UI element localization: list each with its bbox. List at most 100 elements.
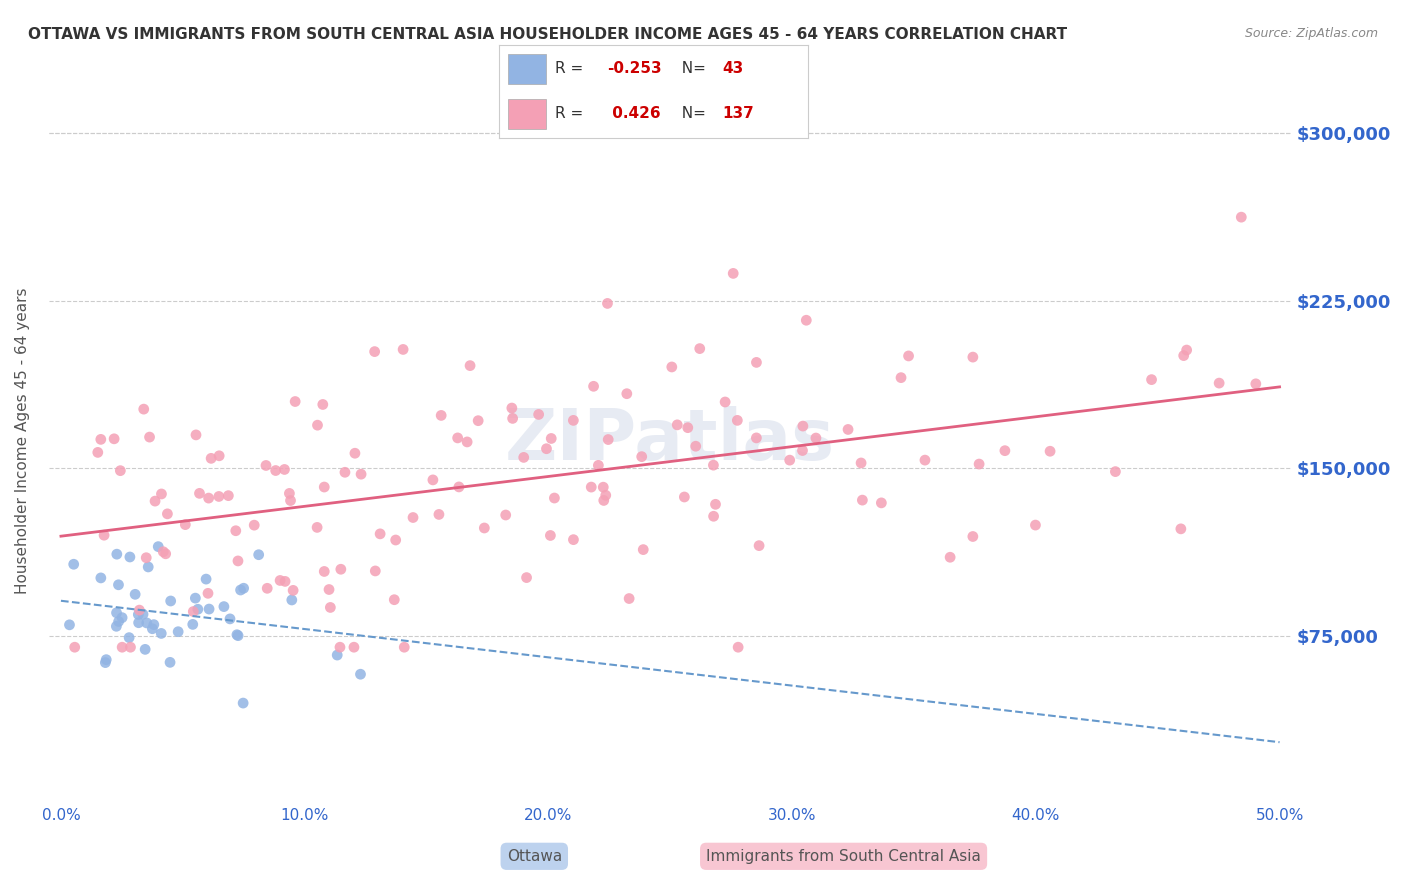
Point: [527, 408, 550, 422]
Point: [264, 463, 287, 477]
Point: [118, 631, 141, 645]
Point: [136, 560, 159, 574]
Point: [1140, 373, 1163, 387]
Point: [467, 414, 489, 428]
Text: N=: N=: [672, 62, 711, 77]
Point: [93, 528, 115, 542]
Point: [1039, 444, 1062, 458]
Point: [150, 626, 173, 640]
Point: [243, 518, 266, 533]
Point: [247, 548, 270, 562]
Point: [562, 533, 585, 547]
Text: R =: R =: [555, 106, 588, 121]
Point: [967, 457, 990, 471]
Point: [792, 443, 814, 458]
Point: [598, 433, 620, 447]
Point: [536, 442, 558, 456]
Point: [516, 571, 538, 585]
Point: [794, 313, 817, 327]
Point: [281, 593, 304, 607]
Point: [870, 496, 893, 510]
Point: [150, 487, 173, 501]
Point: [333, 465, 356, 479]
Point: [779, 453, 801, 467]
Point: [501, 401, 523, 415]
Point: [447, 480, 470, 494]
Point: [689, 342, 711, 356]
Point: [792, 419, 814, 434]
Text: Source: ZipAtlas.com: Source: ZipAtlas.com: [1244, 27, 1378, 40]
Point: [714, 395, 737, 409]
Point: [939, 550, 962, 565]
Point: [90, 571, 112, 585]
Point: [143, 494, 166, 508]
Point: [181, 605, 204, 619]
Point: [447, 431, 470, 445]
Point: [1230, 210, 1253, 224]
Point: [329, 640, 352, 655]
Point: [897, 349, 920, 363]
Point: [141, 622, 163, 636]
Point: [174, 517, 197, 532]
Point: [349, 667, 371, 681]
Point: [1175, 343, 1198, 357]
Point: [103, 432, 125, 446]
Point: [630, 450, 652, 464]
Point: [159, 594, 181, 608]
Point: [350, 467, 373, 482]
Point: [962, 529, 984, 543]
Point: [208, 449, 231, 463]
Point: [562, 413, 585, 427]
Point: [278, 486, 301, 500]
Point: [745, 355, 768, 369]
Point: [502, 411, 524, 425]
Point: [384, 533, 406, 547]
Point: [124, 587, 146, 601]
Text: -0.253: -0.253: [607, 62, 662, 77]
Point: [167, 624, 190, 639]
Text: Ottawa: Ottawa: [506, 849, 562, 863]
Point: [188, 486, 211, 500]
Point: [962, 350, 984, 364]
Point: [284, 394, 307, 409]
Point: [142, 617, 165, 632]
Point: [226, 629, 249, 643]
Point: [319, 600, 342, 615]
Point: [110, 464, 132, 478]
Point: [105, 547, 128, 561]
Point: [363, 344, 385, 359]
Point: [727, 640, 749, 655]
Point: [394, 640, 416, 655]
Text: ZIPatlas: ZIPatlas: [505, 406, 835, 475]
Point: [725, 413, 748, 427]
Point: [127, 607, 149, 622]
Point: [87, 445, 110, 459]
Point: [197, 491, 219, 505]
Point: [837, 422, 859, 436]
Point: [134, 642, 156, 657]
Point: [914, 453, 936, 467]
Point: [595, 488, 617, 502]
Point: [118, 549, 141, 564]
Point: [155, 547, 177, 561]
Point: [225, 524, 247, 538]
Point: [187, 602, 209, 616]
Point: [592, 493, 614, 508]
Point: [148, 540, 170, 554]
Point: [184, 428, 207, 442]
Text: 137: 137: [721, 106, 754, 121]
Point: [427, 508, 450, 522]
Point: [184, 591, 207, 606]
Point: [159, 656, 181, 670]
Point: [661, 359, 683, 374]
Point: [120, 640, 142, 655]
Point: [314, 565, 336, 579]
Point: [685, 439, 707, 453]
Point: [62, 558, 84, 572]
Point: [208, 490, 231, 504]
Point: [314, 480, 336, 494]
Point: [152, 545, 174, 559]
Point: [1024, 518, 1046, 533]
Point: [307, 418, 329, 433]
Point: [721, 267, 744, 281]
